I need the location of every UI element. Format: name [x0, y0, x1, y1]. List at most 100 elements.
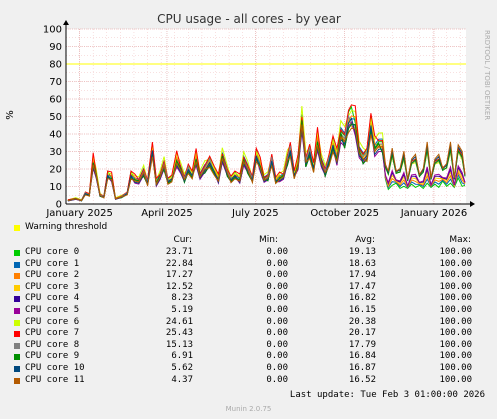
x-tick-label: April 2025: [141, 208, 192, 219]
legend-max-value: 100.00: [439, 258, 472, 269]
legend-min-value: 0.00: [266, 328, 288, 339]
series-line-core-11: [67, 124, 466, 202]
legend-avg-value: 20.17: [348, 328, 376, 339]
legend-max-value: 100.00: [439, 339, 472, 350]
generator-label: Munin 2.0.75: [225, 405, 272, 413]
legend-label: CPU core 1: [25, 258, 80, 269]
legend-row: CPU core 11 4.37 0.00 16.52 100.00: [0, 375, 497, 387]
x-tick-label: July 2025: [231, 208, 279, 219]
legend-swatch: [14, 331, 20, 338]
legend-avg-value: 17.79: [348, 339, 376, 350]
legend-row: CPU core 3 12.52 0.00 17.47 100.00: [0, 282, 497, 294]
legend-avg-value: 17.47: [348, 281, 376, 292]
legend-label: CPU core 7: [25, 328, 80, 339]
legend-min-value: 0.00: [266, 374, 288, 385]
y-axis-arrow: [63, 20, 69, 25]
legend-label: CPU core 10: [25, 363, 85, 373]
legend-min-value: 0.00: [266, 270, 288, 281]
legend-swatch: [14, 296, 20, 303]
legend-cur-value: 25.43: [165, 328, 193, 339]
legend-max-value: 100.00: [439, 305, 472, 315]
legend-swatch: [14, 342, 20, 349]
legend-max-value: 100.00: [439, 374, 472, 385]
x-tick-label: January 2026: [400, 208, 468, 219]
legend-max-value: 100.00: [439, 247, 472, 257]
axis-ticks: 0 10 20 30 40 50 60 70 80 90 100 January 2025 April …: [43, 25, 467, 220]
legend-swatch: [14, 261, 20, 268]
legend-cur-value: 23.71: [165, 247, 193, 257]
legend-header-max: Max:: [449, 235, 471, 245]
legend-min-value: 0.00: [266, 316, 288, 327]
side-watermark: RRDTOOL / TOBI OETIKER: [483, 30, 491, 120]
legend-label: CPU core 6: [25, 316, 80, 327]
legend-row: CPU core 0 23.71 0.00 19.13 100.00: [0, 247, 497, 259]
legend-cur-value: 22.84: [165, 258, 193, 269]
legend-avg-value: 17.94: [348, 270, 376, 281]
legend-swatch: [14, 319, 20, 326]
y-tick-label: 20: [49, 165, 62, 176]
legend-min-value: 0.00: [266, 247, 288, 257]
legend-min-value: 0.00: [266, 363, 288, 373]
x-tick-label: October 2025: [310, 208, 379, 219]
legend-swatch: [14, 250, 20, 256]
legend-min-value: 0.00: [266, 293, 288, 304]
legend-max-value: 100.00: [439, 270, 472, 281]
legend-avg-value: 18.63: [348, 258, 376, 269]
legend-header-min: Min:: [258, 235, 278, 245]
last-update: Last update: Tue Feb 3 01:00:00 2026: [289, 390, 485, 400]
y-tick-label: 50: [49, 112, 62, 123]
y-tick-label: 60: [49, 95, 62, 106]
legend-cur-value: 5.62: [171, 363, 193, 373]
series-lines: [67, 104, 466, 202]
legend-max-value: 100.00: [439, 363, 472, 373]
legend-max-value: 100.00: [439, 351, 472, 362]
legend-swatch: [14, 354, 20, 361]
legend-label: CPU core 0: [25, 247, 80, 257]
legend-min-value: 0.00: [266, 339, 288, 350]
legend-row: CPU core 2 17.27 0.00 17.94 100.00: [0, 270, 497, 282]
legend-swatch: [14, 308, 20, 314]
legend-avg-value: 19.13: [348, 247, 376, 257]
legend-max-value: 100.00: [439, 328, 472, 339]
axes: [63, 20, 475, 207]
legend-row: CPU core 7 25.43 0.00 20.17 100.00: [0, 328, 497, 340]
legend-swatch: [14, 377, 20, 384]
legend-avg-value: 16.82: [348, 293, 376, 304]
chart-title: CPU usage - all cores - by year: [157, 12, 341, 26]
legend-min-value: 0.00: [266, 281, 288, 292]
legend-header-cur: Cur:: [173, 235, 192, 245]
x-tick-label: January 2025: [45, 208, 113, 219]
legend-cur-value: 8.23: [171, 293, 193, 304]
legend-cur-value: 5.19: [171, 305, 193, 315]
legend-avg-value: 16.84: [348, 351, 376, 362]
y-tick-label: 0: [56, 200, 62, 211]
legend-warning: Warning threshold: [0, 222, 107, 234]
legend-row: CPU core 1 22.84 0.00 18.63 100.00: [0, 259, 497, 271]
legend-cur-value: 15.13: [165, 339, 193, 350]
legend-label: CPU core 3: [25, 281, 80, 292]
legend-cur-value: 6.91: [171, 351, 193, 362]
legend-row: CPU core 6 24.61 0.00 20.38 100.00: [0, 317, 497, 329]
legend-avg-value: 20.38: [348, 316, 376, 327]
legend-min-value: 0.00: [266, 305, 288, 315]
y-tick-label: 100: [43, 25, 62, 36]
y-tick-label: 40: [49, 130, 62, 141]
legend-row: CPU core 8 15.13 0.00 17.79 100.00: [0, 340, 497, 352]
legend-label: CPU core 2: [25, 270, 80, 281]
legend-label: CPU core 8: [25, 339, 80, 350]
legend-row: CPU core 10 5.62 0.00 16.87 100.00: [0, 363, 497, 375]
legend-row: CPU core 9 6.91 0.00 16.84 100.00: [0, 351, 497, 363]
legend-label: CPU core 4: [25, 293, 80, 304]
legend-cur-value: 17.27: [165, 270, 193, 281]
legend-row: CPU core 4 8.23 0.00 16.82 100.00: [0, 293, 497, 305]
y-tick-label: 10: [49, 182, 62, 193]
y-tick-label: 90: [49, 42, 62, 53]
legend-avg-value: 16.15: [348, 305, 376, 315]
legend-max-value: 100.00: [439, 293, 472, 304]
legend-swatch: [14, 284, 20, 291]
legend-min-value: 0.00: [266, 351, 288, 362]
legend-label: CPU core 11: [25, 374, 85, 385]
legend-label: CPU core 9: [25, 351, 80, 362]
legend-avg-value: 16.87: [348, 363, 376, 373]
legend-swatch: [14, 273, 20, 280]
